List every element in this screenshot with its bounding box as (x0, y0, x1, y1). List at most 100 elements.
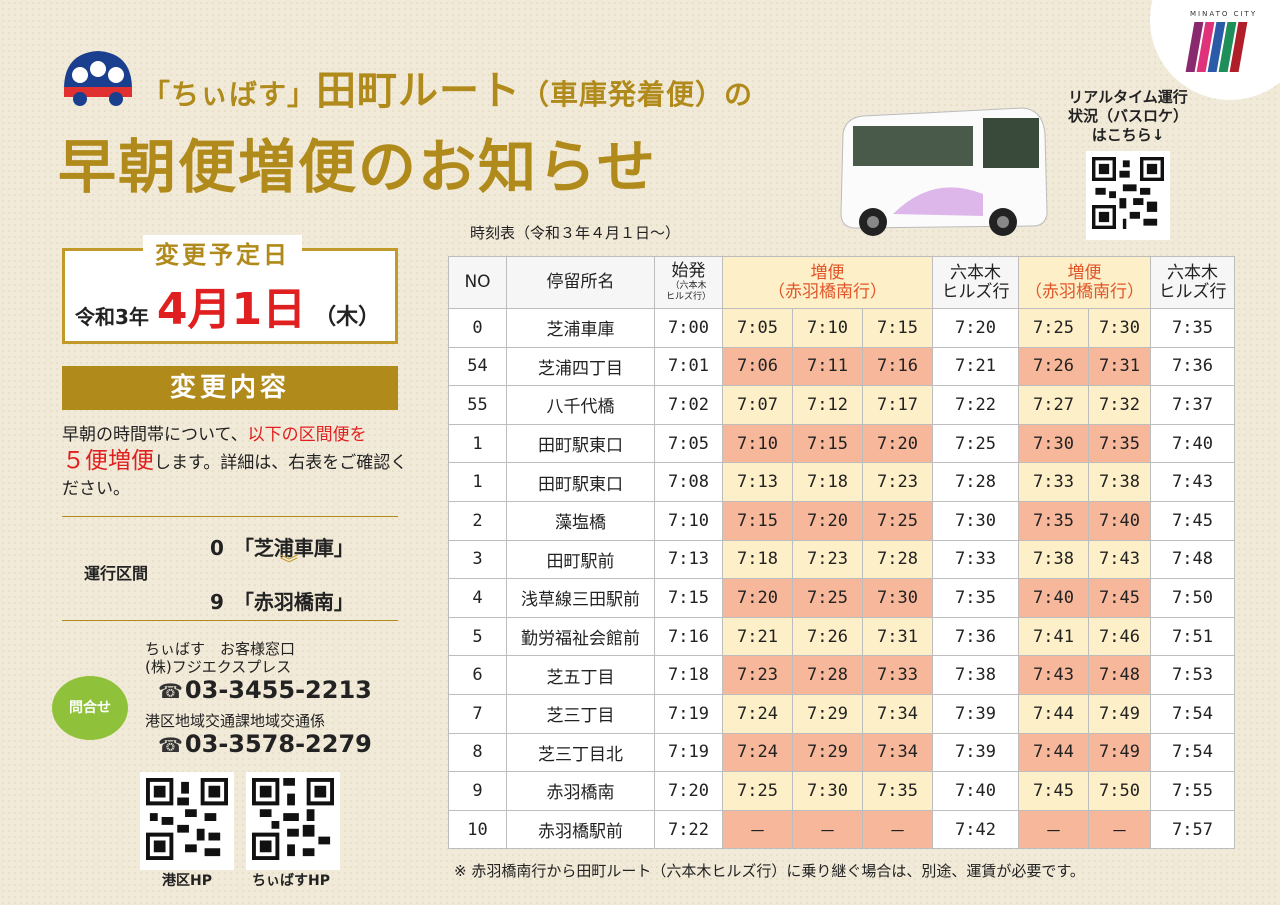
row-stop-name: 芝浦車庫 (506, 308, 655, 348)
phone-icon: ☎ (158, 679, 183, 703)
route-label: 運行区間 (84, 564, 149, 583)
chevron-down-icon: ︾ (280, 554, 298, 575)
row-time: 7:15 (654, 578, 723, 618)
row-time: 7:33 (932, 539, 1019, 580)
header-increase-2: 増便 （赤羽橋南行） (1018, 256, 1151, 309)
row-time: 7:36 (1150, 346, 1235, 387)
row-time: 7:45 (1088, 578, 1151, 618)
timetable-caption: 時刻表（令和３年４月１日～） (470, 224, 681, 242)
row-time: 7:24 (722, 693, 793, 734)
row-time: 7:40 (1018, 578, 1089, 618)
row-time: 7:13 (654, 539, 723, 580)
row-time: 7:31 (862, 616, 933, 657)
row-time: 7:23 (862, 462, 933, 502)
row-time: 7:07 (722, 385, 793, 425)
row-stop-name: 赤羽橋駅前 (506, 809, 655, 850)
row-time: 7:55 (1150, 771, 1235, 811)
row-time: 7:42 (932, 809, 1019, 850)
row-time: 7:15 (722, 500, 793, 541)
row-time: 7:51 (1150, 616, 1235, 657)
row-time: 7:45 (1018, 771, 1089, 811)
row-time: 7:05 (654, 423, 723, 464)
row-time: 7:48 (1088, 655, 1151, 695)
row-time: 7:39 (932, 693, 1019, 734)
realtime-info: リアルタイム運行 状況（バスロケ） はこちら↓ (1058, 88, 1198, 240)
row-time: 7:25 (722, 771, 793, 811)
table-row: 8 芝三丁目北 7:19 7:24 7:29 7:34 7:39 7:44 7:49 7:54 (448, 732, 1235, 773)
row-time: 7:10 (654, 500, 723, 541)
table-row: 3 田町駅前 7:13 7:18 7:23 7:28 7:33 7:38 7:43 7:48 (448, 539, 1235, 580)
row-time: 7:12 (792, 385, 863, 425)
row-time: 7:39 (932, 732, 1019, 773)
phone-1[interactable]: ☎03-3455-2213 (158, 676, 372, 704)
row-stop-name: 芝浦四丁目 (506, 346, 655, 387)
row-time: 7:16 (654, 616, 723, 657)
row-no: 55 (448, 385, 507, 425)
subtitle: 「ちぃばす」田町ルート（車庫発着便）の (142, 68, 754, 114)
row-time: 7:23 (722, 655, 793, 695)
row-time: － (722, 809, 793, 850)
table-row: 2 藻塩橋 7:10 7:15 7:20 7:25 7:30 7:35 7:40 7:45 (448, 500, 1235, 541)
row-time: － (862, 809, 933, 850)
row-time: 7:26 (1018, 346, 1089, 387)
divider (62, 620, 398, 621)
row-time: 7:57 (1150, 809, 1235, 850)
row-time: 7:01 (654, 346, 723, 387)
row-time: 7:54 (1150, 693, 1235, 734)
table-row: 5 勤労福祉会館前 7:16 7:21 7:26 7:31 7:36 7:41 7:46 7:51 (448, 616, 1235, 657)
row-time: 7:29 (792, 732, 863, 773)
row-time: 7:32 (1088, 385, 1151, 425)
table-row: 1 田町駅東口 7:05 7:10 7:15 7:20 7:25 7:30 7:35 7:40 (448, 423, 1235, 464)
phone-2[interactable]: ☎03-3578-2279 (158, 730, 372, 758)
row-time: 7:16 (862, 346, 933, 387)
page-title: 早朝便増便のお知らせ (58, 133, 657, 201)
row-time: 7:21 (722, 616, 793, 657)
city-logo-text: MINATO CITY (1190, 10, 1258, 18)
row-time: 7:43 (1088, 539, 1151, 580)
row-no: 8 (448, 732, 507, 773)
phone-icon: ☎ (158, 733, 183, 757)
row-time: 7:25 (862, 500, 933, 541)
row-time: 7:44 (1018, 732, 1089, 773)
row-time: 7:22 (932, 385, 1019, 425)
row-no: 54 (448, 346, 507, 387)
minato-hp-qr-code[interactable] (140, 772, 234, 870)
row-time: － (792, 809, 863, 850)
row-no: 9 (448, 771, 507, 811)
row-time: 7:49 (1088, 732, 1151, 773)
row-time: 7:20 (792, 500, 863, 541)
row-time: 7:05 (722, 308, 793, 348)
buslocation-qr-code[interactable] (1086, 151, 1170, 240)
row-time: 7:22 (654, 809, 723, 850)
row-no: 2 (448, 500, 507, 541)
chiibus-hp-qr-code[interactable] (246, 772, 340, 870)
change-date-era: 令和3年 (75, 305, 149, 329)
row-time: 7:34 (862, 693, 933, 734)
table-row: 10 赤羽橋駅前 7:22 －－－ 7:42 －－ 7:57 (448, 809, 1235, 850)
row-time: 7:53 (1150, 655, 1235, 695)
row-time: 7:36 (932, 616, 1019, 657)
row-time: 7:43 (1150, 462, 1235, 502)
row-stop-name: 赤羽橋南 (506, 771, 655, 811)
change-content-heading: 変更内容 (62, 366, 398, 410)
row-time: 7:23 (792, 539, 863, 580)
row-time: 7:38 (1018, 539, 1089, 580)
change-date-weekday: （木） (314, 305, 381, 330)
row-time: 7:02 (654, 385, 723, 425)
row-time: 7:20 (722, 578, 793, 618)
contact-name-2: 港区地域交通課地域交通係 (145, 712, 326, 730)
table-row: 9 赤羽橋南 7:20 7:25 7:30 7:35 7:40 7:45 7:50 7:55 (448, 771, 1235, 811)
row-time: 7:35 (1088, 423, 1151, 464)
row-stop-name: 芝三丁目 (506, 693, 655, 734)
row-time: 7:21 (932, 346, 1019, 387)
header-stop: 停留所名 (506, 256, 655, 309)
row-time: 7:19 (654, 693, 723, 734)
row-time: 7:17 (862, 385, 933, 425)
change-date-day: 4月1日 (156, 284, 307, 335)
row-time: 7:15 (862, 308, 933, 348)
change-date-label: 変更予定日 (143, 235, 302, 270)
qr-icon (146, 778, 228, 860)
header-roppongi-1: 六本木 ヒルズ行 (932, 256, 1019, 309)
timetable: NO 停留所名 始発 （六本木 ヒルズ行） 増便 （赤羽橋南行） 六本木 ヒルズ行 … (448, 256, 1235, 850)
table-row: 0 芝浦車庫 7:00 7:05 7:10 7:15 7:20 7:25 7:30 7:35 (448, 308, 1235, 348)
